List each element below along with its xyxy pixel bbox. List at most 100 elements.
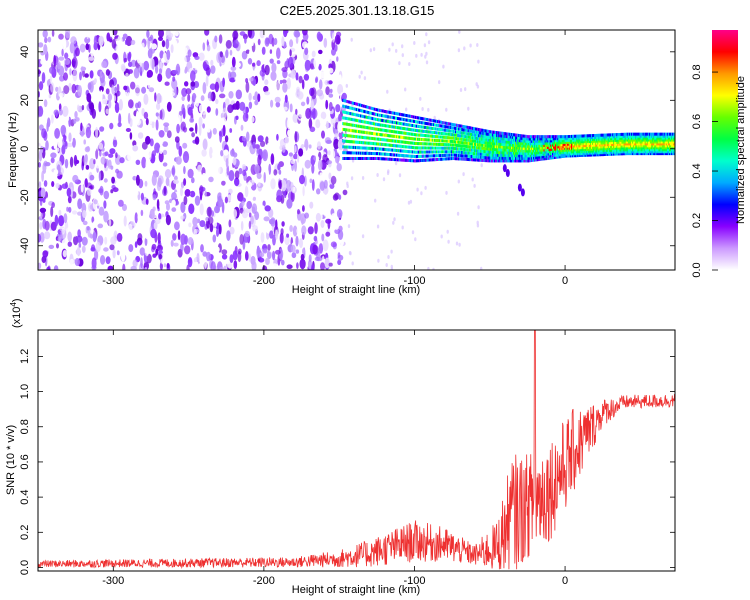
heatmap-cell [72,137,76,148]
heatmap-cell [472,145,475,149]
heatmap-cell [584,151,587,155]
heatmap-cell [479,131,481,135]
heatmap-cell [580,144,582,148]
heatmap-cell [554,145,556,149]
heatmap-cell [423,125,425,129]
heatmap-cell [633,132,635,136]
heatmap-cell [347,140,350,143]
heatmap-cell [285,180,292,192]
heatmap-cell [546,139,549,143]
heatmap-cell [487,150,490,154]
heatmap-cell [569,138,572,142]
heatmap-cell [467,148,470,152]
heatmap-cell [358,157,360,160]
heatmap-cell [387,134,390,138]
heatmap-cell [94,249,99,261]
heatmap-cell [559,149,561,153]
heatmap-cell [596,135,598,139]
heatmap-cell [574,140,576,144]
heatmap-cell [416,129,418,132]
heatmap-cell [509,156,512,160]
heatmap-cell [471,139,474,143]
heatmap-cell [58,92,64,98]
heatmap-cell [212,198,216,208]
heatmap-cell [627,134,630,138]
heatmap-cell [302,41,308,49]
heatmap-cell [490,147,493,151]
heatmap-cell [638,138,640,142]
heatmap-cell [462,128,464,132]
heatmap-cell [608,139,611,143]
heatmap-cell [299,238,303,249]
heatmap-cell [611,150,613,154]
heatmap-cell [606,135,609,139]
heatmap-cell [552,154,554,158]
heatmap-cell [591,136,593,140]
heatmap-cell [418,133,420,137]
heatmap-cell [419,137,421,141]
heatmap-cell [417,142,419,146]
heatmap-cell [432,127,435,131]
heatmap-cell [376,173,379,177]
heatmap-cell [100,89,103,102]
heatmap-cell [421,146,423,150]
heatmap-cell [349,134,352,138]
heatmap-cell [275,101,281,108]
heatmap-cell [644,142,647,146]
heatmap-cell [508,148,511,152]
heatmap-cell [447,143,450,147]
heatmap-cell [427,158,430,162]
heatmap-cell [248,220,252,230]
heatmap-cell [426,126,429,130]
heatmap-cell [625,146,628,150]
heatmap-cell [508,138,511,142]
heatmap-cell [349,112,352,116]
heatmap-cell [492,159,495,163]
heatmap-cell [498,156,500,160]
heatmap-cell [290,69,296,79]
heatmap-cell [485,132,488,136]
heatmap-cell [354,124,357,128]
heatmap-cell [247,30,253,38]
heatmap-cell [509,154,512,158]
heatmap-cell [424,54,427,59]
heatmap-cell [509,138,512,142]
heatmap-cell [643,132,646,136]
heatmap-cell [263,85,269,93]
heatmap-cell [372,107,375,111]
heatmap-cell [105,88,110,95]
heatmap-cell [438,127,440,131]
heatmap-cell [363,146,365,150]
heatmap-cell [538,151,540,155]
heatmap-cell [447,125,450,129]
heatmap-cell [630,132,632,136]
heatmap-cell [199,190,203,201]
heatmap-cell [180,243,184,253]
heatmap-cell [520,144,522,148]
heatmap-cell [396,135,398,139]
heatmap-cell [582,148,585,151]
heatmap-cell [427,266,430,270]
heatmap-cell [565,135,568,139]
heatmap-cell [420,191,423,196]
heatmap-cell [520,146,522,150]
heatmap-cell [371,127,374,130]
heatmap-cell [362,146,364,150]
heatmap-cell [628,138,631,142]
heatmap-cell [623,150,626,154]
heatmap-cell [388,148,391,152]
heatmap-cell [391,134,394,138]
heatmap-cell [405,158,407,162]
heatmap-cell [446,146,449,150]
heatmap-cell [456,140,458,144]
heatmap-cell [552,149,554,153]
heatmap-cell [408,132,411,136]
heatmap-cell [564,150,567,154]
heatmap-cell [171,207,177,212]
heatmap-cell [262,149,268,162]
heatmap-cell [64,58,71,65]
heatmap-cell [537,139,539,143]
heatmap-cell [71,83,77,94]
heatmap-cell [591,143,593,147]
heatmap-cell [50,82,55,93]
